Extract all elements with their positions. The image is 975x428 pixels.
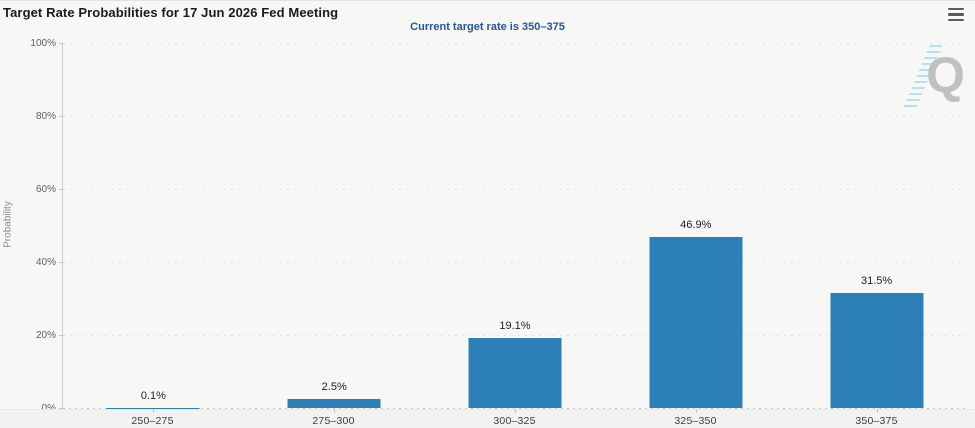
- x-tick-label: 325–350: [674, 415, 717, 427]
- x-tick-label: 250–275: [131, 415, 174, 427]
- gridline: [63, 116, 967, 117]
- bar-slot: 46.9%: [605, 43, 786, 408]
- bar-slot: 31.5%: [786, 43, 967, 408]
- x-tick-label: 350–375: [855, 415, 898, 427]
- x-slot: 325–350: [605, 409, 786, 428]
- y-tick-label: 100%: [30, 38, 56, 49]
- x-tick-mark: [876, 409, 878, 413]
- bar-series: 0.1% 2.5% 19.1% 46.9% 31.5%: [63, 43, 967, 408]
- x-slot: 300–325: [424, 409, 605, 428]
- bar-slot: 19.1%: [425, 43, 606, 408]
- x-axis-labels: 250–275 275–300 300–325 325–350 350–375: [62, 409, 967, 428]
- y-tick-label: 40%: [35, 257, 56, 268]
- plot-area: 0.1% 2.5% 19.1% 46.9% 31.5%: [59, 43, 967, 409]
- chart-subtitle: Current target rate is 350–375: [410, 21, 565, 33]
- bar-300–325[interactable]: [468, 338, 562, 408]
- y-tick-label: 0%: [6, 403, 56, 414]
- x-slot: 275–300: [243, 409, 424, 428]
- x-tick-label: 275–300: [312, 415, 355, 427]
- bar-value-label: 0.1%: [140, 389, 166, 402]
- chart-title: Target Rate Probabilities for 17 Jun 202…: [3, 5, 339, 20]
- hamburger-menu-icon[interactable]: [948, 8, 964, 21]
- y-tick-mark: [59, 408, 63, 409]
- gridline: [63, 189, 967, 190]
- y-tick-mark: [59, 43, 63, 44]
- x-tick-mark: [695, 409, 697, 413]
- bar-350–375[interactable]: [830, 293, 924, 408]
- x-slot: 350–375: [786, 409, 967, 428]
- y-tick-mark: [59, 116, 63, 117]
- y-tick-mark: [59, 189, 63, 190]
- bar-275–300[interactable]: [287, 398, 381, 408]
- bar-value-label: 2.5%: [321, 380, 347, 393]
- bar-value-label: 19.1%: [499, 320, 531, 333]
- y-tick-label: 20%: [35, 330, 56, 341]
- bar-slot: 2.5%: [244, 43, 425, 408]
- y-tick-mark: [59, 262, 63, 263]
- y-tick-label: 60%: [35, 184, 56, 195]
- x-axis-strip: 250–275 275–300 300–325 325–350 350–375: [0, 409, 975, 428]
- x-tick-mark: [514, 409, 516, 413]
- y-axis-title: Probability: [2, 201, 14, 248]
- y-tick-mark: [59, 335, 63, 336]
- gridline: [63, 408, 967, 409]
- gridline: [63, 43, 967, 44]
- gridline: [63, 335, 967, 336]
- x-tick-mark: [152, 409, 154, 413]
- gridline: [63, 262, 967, 263]
- y-tick-label: 80%: [35, 111, 56, 122]
- bar-325–350[interactable]: [649, 236, 743, 408]
- x-tick-mark: [333, 409, 335, 413]
- x-slot: 250–275: [62, 409, 243, 428]
- bar-value-label: 46.9%: [680, 218, 712, 231]
- bar-slot: 0.1%: [63, 43, 244, 408]
- bar-value-label: 31.5%: [860, 275, 893, 288]
- x-tick-label: 300–325: [493, 415, 536, 427]
